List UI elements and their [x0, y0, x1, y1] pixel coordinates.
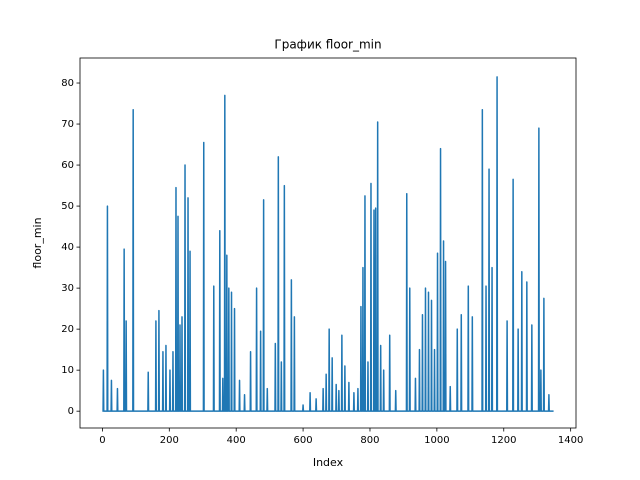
y-tick-label: 10	[61, 365, 74, 376]
x-tick-label: 800	[360, 435, 379, 446]
x-tick-label: 1000	[424, 435, 449, 446]
plot-frame	[79, 57, 577, 429]
x-tick-label: 1200	[491, 435, 516, 446]
y-tick-label: 0	[68, 406, 74, 417]
x-tick-label: 600	[294, 435, 313, 446]
x-tick-label: 1400	[558, 435, 583, 446]
y-tick-label: 50	[61, 201, 74, 212]
x-tick-label: 200	[160, 435, 179, 446]
y-axis-label: floor_min	[31, 217, 44, 268]
x-tick-label: 400	[227, 435, 246, 446]
y-tick-label: 30	[61, 283, 74, 294]
y-tick-label: 60	[61, 160, 74, 171]
data-line	[102, 76, 554, 412]
chart-title: График floor_min	[274, 38, 381, 52]
x-axis-label: Index	[313, 456, 344, 469]
y-tick-label: 20	[61, 324, 74, 335]
y-tick-label: 40	[61, 242, 74, 253]
y-tick-label: 70	[61, 119, 74, 130]
x-tick-label: 0	[99, 435, 105, 446]
y-tick-label: 80	[61, 78, 74, 89]
